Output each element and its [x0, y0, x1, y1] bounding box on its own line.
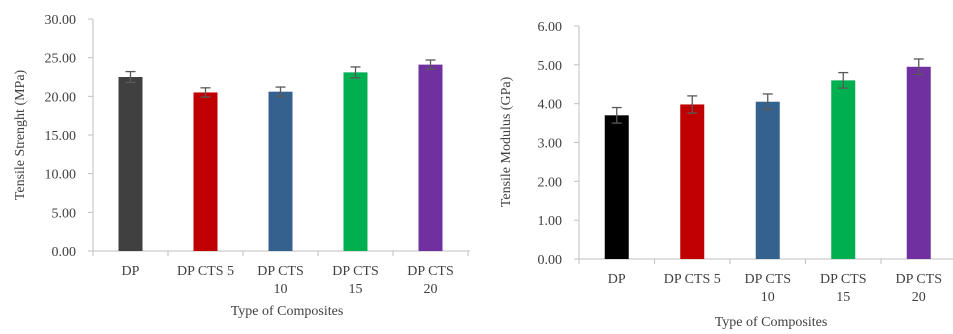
x-category-label: 10 [274, 282, 288, 297]
bar-1 [118, 77, 143, 251]
bar-5 [906, 66, 931, 260]
tensile-strength-chart: 0.00 5.00 10.00 15.00 20.00 25.00 30.00 DP DP CT… [0, 0, 470, 329]
y-tick-label: 4.00 [538, 98, 563, 113]
y-tick-label: 25.00 [45, 52, 77, 67]
x-category-label: DP [608, 272, 626, 287]
x-category-label: 20 [912, 290, 926, 305]
y-tick-label: 0.00 [538, 253, 563, 268]
y-tick-label: 5.00 [52, 206, 77, 221]
bar-5 [418, 64, 443, 251]
bar-1 [604, 115, 629, 259]
x-category-label: DP CTS [332, 264, 379, 279]
x-category-label: DP CTS [744, 272, 791, 287]
y-axis-title: Tensile Modulus (GPa) [499, 76, 514, 207]
y-tick-label: 6.00 [538, 20, 563, 35]
y-tick-label: 2.00 [538, 175, 563, 190]
x-axis-title: Type of Composites [231, 304, 344, 319]
bar-4 [831, 80, 856, 259]
bar-3 [755, 101, 780, 259]
x-category-label: 15 [836, 290, 850, 305]
y-tick-label: 1.00 [538, 214, 563, 229]
x-category-label: 15 [349, 282, 363, 297]
y-tick-label: 30.00 [45, 13, 77, 28]
tensile-strength-svg: 0.00 5.00 10.00 15.00 20.00 25.00 30.00 DP DP CT… [13, 13, 470, 319]
y-tick-label: 5.00 [538, 59, 563, 74]
x-category-label: DP CTS [820, 272, 867, 287]
x-category-label: DP CTS 5 [664, 272, 721, 287]
y-tick-label: 3.00 [538, 137, 563, 152]
x-category-label: DP CTS [895, 272, 942, 287]
x-category-label: DP CTS [407, 264, 454, 279]
bar-4 [343, 72, 368, 251]
x-category-label: 20 [424, 282, 438, 297]
tensile-modulus-svg: 0.00 1.00 2.00 3.00 4.00 5.00 6.00 DP DP CTS 5 DP… [499, 20, 953, 330]
x-category-label: 10 [761, 290, 775, 305]
bar-2 [193, 92, 218, 251]
x-category-label: DP [122, 264, 140, 279]
y-tick-label: 10.00 [45, 168, 77, 183]
y-tick-label: 20.00 [45, 90, 77, 105]
x-category-label: DP CTS 5 [177, 264, 234, 279]
y-tick-label: 0.00 [52, 245, 77, 260]
tensile-modulus-chart: 0.00 1.00 2.00 3.00 4.00 5.00 6.00 DP DP CTS 5 DP… [480, 0, 953, 330]
bar-2 [680, 104, 705, 260]
bar-3 [268, 91, 293, 252]
x-category-label: DP CTS [257, 264, 304, 279]
x-axis-title: Type of Composites [715, 315, 828, 329]
y-tick-label: 15.00 [45, 129, 77, 144]
y-axis-title: Tensile Strenght (MPa) [13, 69, 28, 200]
